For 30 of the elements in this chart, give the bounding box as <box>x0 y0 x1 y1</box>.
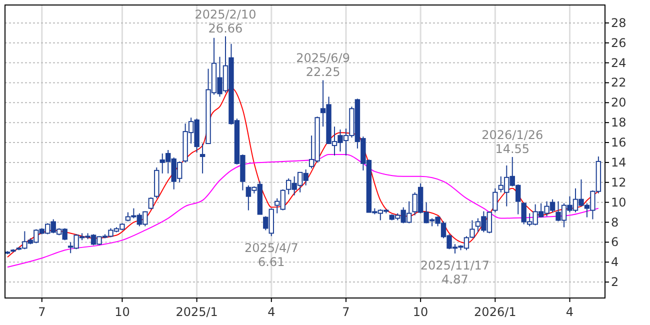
y-tick-label: 6 <box>611 235 619 250</box>
y-tick-label: 26 <box>611 36 626 50</box>
candlestick <box>492 188 498 213</box>
candlestick <box>200 143 206 174</box>
candlestick <box>148 196 154 210</box>
x-tick-label: 7 <box>342 305 350 319</box>
y-tick-label: 20 <box>611 96 626 110</box>
x-tick-label: 4 <box>268 305 276 319</box>
annotation: 2025/11/17 4.87 <box>420 258 490 286</box>
y-tick-label: 16 <box>611 136 626 150</box>
y-tick-label: 10 <box>611 195 626 210</box>
y-tick-label: 28 <box>611 16 626 30</box>
x-tick-label: 10 <box>114 305 130 319</box>
y-tick-label: 18 <box>611 116 626 130</box>
x-tick-label: 4 <box>566 305 574 319</box>
annotation: 2026/1/26 14.55 <box>482 128 544 156</box>
y-tick-label: 24 <box>611 56 626 70</box>
y-tick-label: 22 <box>611 76 626 90</box>
y-tick-label: 12 <box>611 175 626 190</box>
annotation: 2025/6/9 22.25 <box>296 51 350 80</box>
y-tick-label: 4 <box>611 255 619 270</box>
x-tick-label: 2026/1 <box>474 305 516 319</box>
y-tick-label: 14 <box>611 155 626 170</box>
annotation: 2025/2/10 26.66 <box>194 7 256 36</box>
x-tick-label: 2025/1 <box>176 305 218 319</box>
y-tick-label: 8 <box>611 215 619 230</box>
y-tick-label: 2 <box>611 275 619 290</box>
x-tick-label: 10 <box>412 305 428 319</box>
x-tick-label: 7 <box>38 305 46 319</box>
annotation: 2025/4/7 6.61 <box>244 241 298 270</box>
